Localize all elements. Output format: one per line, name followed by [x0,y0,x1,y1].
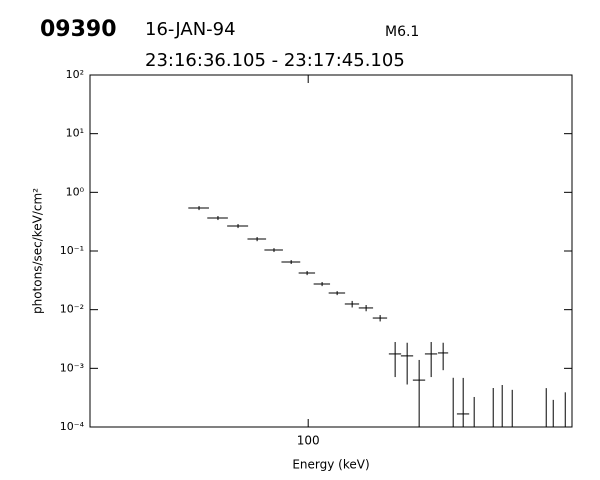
y-tick-label: 10⁰ [66,185,85,198]
y-tick-label: 10⁻¹ [60,244,84,257]
event-id: 09390 [40,17,117,42]
y-tick-label: 10² [66,68,84,81]
y-tick-label: 10⁻³ [60,361,84,374]
x-tick-label: 100 [297,434,320,448]
x-axis-label: Energy (keV) [292,458,369,472]
y-tick-label: 10¹ [66,127,84,140]
y-tick-label: 10⁻² [60,303,84,316]
date: 16-JAN-94 [145,19,236,40]
flare-class: M6.1 [385,24,419,40]
interval: 23:16:36.105 - 23:17:45.105 [145,50,405,71]
y-axis-label: photons/sec/keV/cm² [31,188,45,314]
y-tick-label: 10⁻⁴ [60,420,85,433]
